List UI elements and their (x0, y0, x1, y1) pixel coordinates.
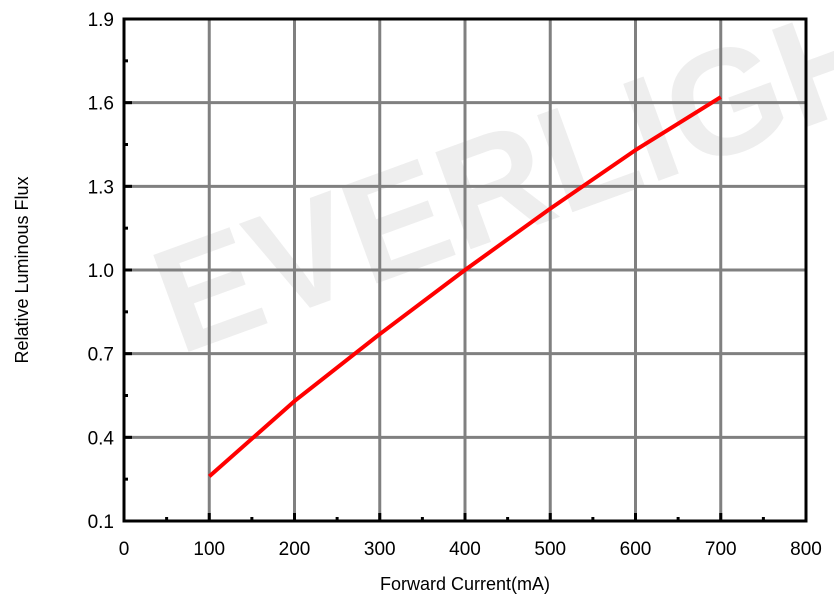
y-tick-label: 0.7 (88, 345, 114, 366)
x-axis-title: Forward Current(mA) (380, 574, 550, 594)
x-tick-label: 600 (620, 539, 652, 560)
y-tick-label: 1.9 (88, 10, 114, 31)
x-tick-label: 700 (705, 539, 737, 560)
x-tick-label: 300 (364, 539, 396, 560)
y-tick-label: 0.1 (88, 512, 114, 533)
y-tick-label: 1.6 (88, 94, 114, 115)
y-axis-title: Relative Luminous Flux (12, 176, 32, 363)
x-tick-label: 100 (193, 539, 225, 560)
x-tick-label: 400 (449, 539, 481, 560)
watermark-text: EVERLIGHT (133, 0, 834, 385)
y-tick-label: 0.4 (88, 428, 115, 449)
y-tick-label: 1.3 (88, 177, 114, 198)
x-tick-label: 200 (279, 539, 311, 560)
x-tick-label: 0 (119, 539, 130, 560)
x-tick-label: 800 (790, 539, 822, 560)
x-tick-label: 500 (534, 539, 566, 560)
y-tick-label: 1.0 (88, 261, 114, 282)
